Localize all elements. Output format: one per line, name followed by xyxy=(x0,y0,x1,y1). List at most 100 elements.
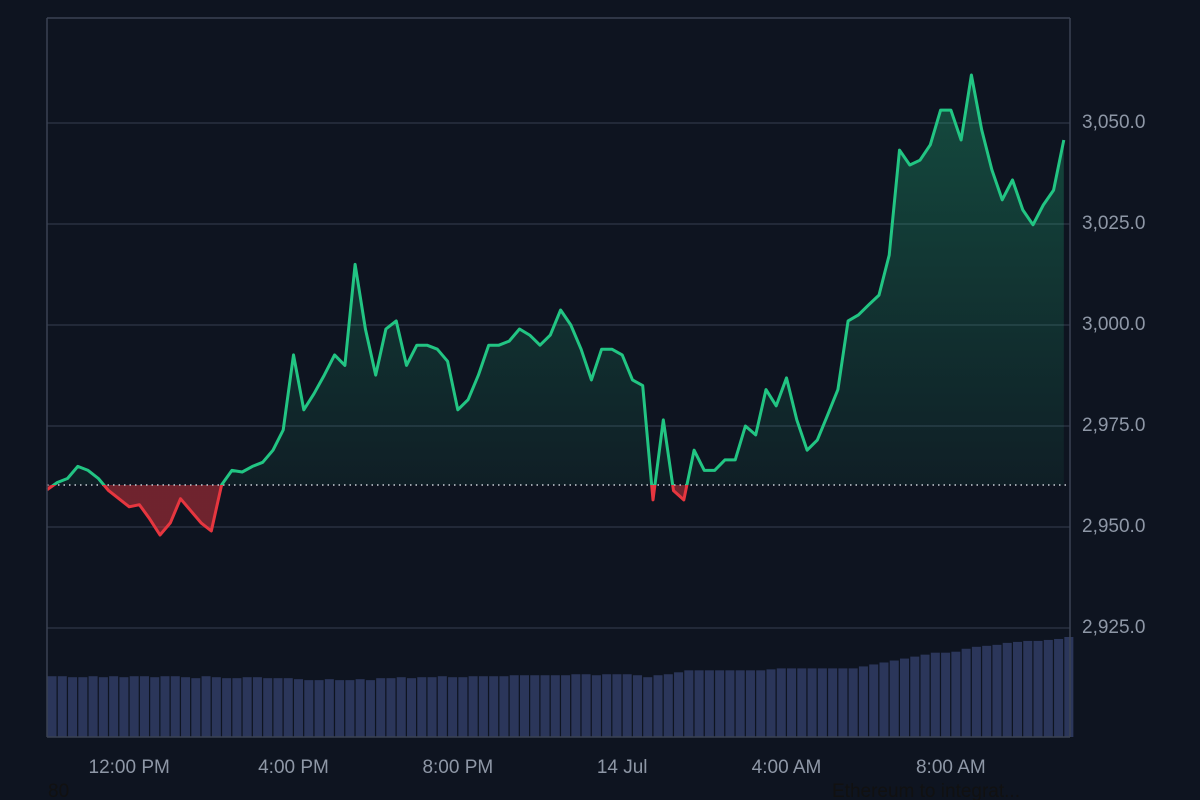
volume-bar xyxy=(571,674,581,737)
y-tick-label: 2,925.0 xyxy=(1082,617,1145,638)
volume-bar xyxy=(139,676,149,737)
volume-bar xyxy=(1064,637,1074,737)
volume-bar xyxy=(1043,639,1053,737)
volume-bar xyxy=(294,679,304,737)
area-fill xyxy=(47,75,1064,535)
volume-bar xyxy=(386,678,396,737)
volume-bar xyxy=(57,676,67,737)
volume-bar xyxy=(602,674,612,737)
volume-bar xyxy=(643,677,653,737)
volume-bar xyxy=(396,677,406,737)
volume-bar xyxy=(550,675,560,737)
volume-bar xyxy=(982,645,992,737)
volume-bar xyxy=(437,676,447,737)
volume-bar xyxy=(119,677,129,737)
volume-bar xyxy=(971,646,981,737)
volume-bar xyxy=(561,675,571,737)
volume-bar xyxy=(242,677,252,737)
volume-bar xyxy=(324,679,334,737)
volume-bar xyxy=(612,674,622,737)
volume-bar xyxy=(109,676,119,737)
volume-bar xyxy=(848,668,858,737)
volume-bar xyxy=(900,658,910,737)
volume-bar xyxy=(1054,638,1064,737)
volume-bar xyxy=(941,652,951,737)
volume-bar xyxy=(992,644,1002,737)
footer-left: 80 xyxy=(48,781,69,800)
y-tick-label: 3,000.0 xyxy=(1082,314,1145,335)
x-tick-label: 4:00 AM xyxy=(752,757,822,778)
volume-bar xyxy=(653,675,663,737)
volume-bar xyxy=(828,668,838,737)
volume-bar xyxy=(745,670,755,737)
volume-bar xyxy=(1002,642,1012,737)
volume-bar xyxy=(766,669,776,737)
volume-bar xyxy=(406,678,417,737)
volume-bar xyxy=(201,676,211,737)
volume-bar xyxy=(417,677,427,737)
volume-bar xyxy=(879,662,889,737)
volume-bar xyxy=(273,678,283,737)
volume-bar xyxy=(519,675,529,737)
volume-bar xyxy=(468,676,478,737)
volume-bar xyxy=(129,676,139,737)
volume-bar xyxy=(88,676,98,737)
volume-bar xyxy=(509,675,519,737)
volume-bar xyxy=(448,677,458,737)
volume-bar xyxy=(756,670,766,737)
volume-bar xyxy=(715,670,725,737)
volume-bar xyxy=(684,670,694,737)
x-tick-label: 8:00 PM xyxy=(422,757,493,778)
x-tick-label: 8:00 AM xyxy=(916,757,986,778)
volume-bar xyxy=(211,677,221,737)
y-tick-label: 2,950.0 xyxy=(1082,516,1145,537)
volume-bar xyxy=(283,678,293,737)
volume-bar xyxy=(776,668,786,737)
volume-bar xyxy=(304,680,314,737)
volume-bar xyxy=(1012,641,1023,737)
volume-bar xyxy=(930,652,940,737)
volume-bar xyxy=(170,676,180,737)
volume-bar xyxy=(160,676,170,737)
volume-bar xyxy=(817,668,827,737)
volume-bar xyxy=(232,678,242,737)
volume-bar xyxy=(735,670,745,737)
volume-bar xyxy=(68,677,78,737)
volume-bar xyxy=(1023,640,1033,737)
volume-bar xyxy=(345,680,355,737)
footer-right: Ethereum to integrat... xyxy=(832,781,1020,800)
volume-bar xyxy=(1033,640,1043,737)
y-tick-label: 2,975.0 xyxy=(1082,415,1145,436)
x-tick-label: 4:00 PM xyxy=(258,757,329,778)
volume-bar xyxy=(530,675,540,737)
volume-bar xyxy=(191,678,201,737)
volume-bar xyxy=(181,677,191,737)
volume-bar xyxy=(951,651,961,737)
volume-bar xyxy=(910,656,920,737)
volume-bar xyxy=(499,676,509,737)
volume-bar xyxy=(489,676,499,737)
volume-bar xyxy=(663,674,673,737)
volume-bar xyxy=(335,680,345,737)
volume-bar xyxy=(355,679,365,737)
volume-bar xyxy=(263,678,273,737)
volume-bar xyxy=(920,654,930,737)
x-tick-label: 14 Jul xyxy=(597,757,648,778)
volume-bar xyxy=(581,674,591,737)
volume-bar xyxy=(540,675,550,737)
volume-bar xyxy=(787,668,797,737)
y-tick-label: 3,025.0 xyxy=(1082,213,1145,234)
volume-bar xyxy=(98,677,108,737)
volume-bar xyxy=(674,672,684,737)
x-tick-label: 12:00 PM xyxy=(89,757,170,778)
volume-bar xyxy=(47,676,57,737)
volume-bar xyxy=(150,677,160,737)
volume-bar xyxy=(797,668,807,737)
volume-bar xyxy=(458,677,468,737)
volume-bar xyxy=(704,670,714,737)
volume-bar xyxy=(252,677,262,737)
y-tick-label: 3,050.0 xyxy=(1082,112,1145,133)
volume-bar xyxy=(858,666,868,737)
